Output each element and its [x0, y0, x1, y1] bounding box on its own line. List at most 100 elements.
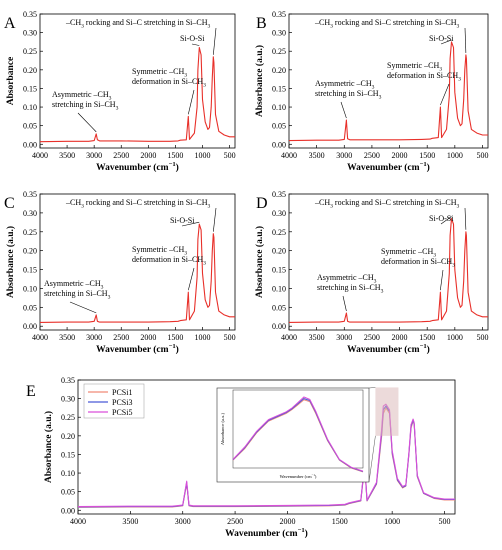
x-tick-label: 1500	[167, 151, 183, 160]
x-tick-label: 500	[476, 151, 488, 160]
annotation-arrow	[342, 295, 347, 312]
y-tick-label: 0.00	[23, 140, 37, 149]
annotation-label: stretching in Si–CH3​	[317, 283, 384, 294]
y-tick-label: 0.00	[23, 322, 37, 331]
y-tick-label: 0.25	[23, 228, 37, 237]
x-tick-label: 2000	[392, 333, 408, 342]
x-tick-label: 3000	[175, 517, 191, 526]
y-tick-label: 0.20	[23, 66, 37, 75]
annotation-arrow	[440, 83, 450, 106]
y-tick-label: 0.30	[272, 209, 286, 218]
x-tick-label: 1500	[167, 333, 183, 342]
y-axis-label: Absorbance (a.u.)	[254, 45, 265, 117]
x-tick-label: 1000	[447, 333, 463, 342]
y-tick-label: 0.25	[23, 47, 37, 56]
annotation-label: Symmetric –CH3​	[381, 247, 436, 258]
x-tick-label: 1000	[195, 333, 211, 342]
annotation-label: Si-O-Si	[429, 214, 454, 223]
x-tick-label: 1000	[447, 151, 463, 160]
y-tick-label: 0.30	[272, 29, 286, 38]
inset-series-line	[232, 396, 364, 472]
annotation-label: stretching in Si–CH3​	[52, 100, 119, 111]
y-tick-label: 0.30	[61, 395, 75, 404]
panel-letter: B	[256, 15, 267, 32]
y-tick-label: 0.35	[61, 376, 75, 385]
y-axis-label: Absorbance	[6, 57, 16, 106]
y-tick-label: 0.10	[272, 284, 286, 293]
y-tick-label: 0.10	[61, 469, 75, 478]
y-tick-label: 0.35	[272, 190, 286, 199]
zoom-region	[375, 387, 399, 436]
y-tick-label: 0.10	[23, 284, 37, 293]
inset-x-label: Wavenumber (cm−1​)	[280, 473, 317, 479]
annotation-label: deformation in Si–CH3​	[132, 255, 206, 266]
annotation-label: Si-O-Si	[429, 34, 454, 43]
x-tick-label: 4000	[281, 333, 297, 342]
annotation-label: –CH3​ rocking and Si–C stretching in Si–…	[314, 18, 459, 29]
annotation-arrow	[181, 221, 200, 227]
x-tick-label: 1500	[332, 517, 348, 526]
plot-frame	[39, 193, 236, 331]
annotation-arrow	[440, 39, 452, 45]
x-tick-label: 3500	[122, 517, 138, 526]
panel-c: C 4000 3500 3000 2500 2000 1500 1000 500 0.00 0.05…	[4, 190, 236, 355]
annotation-label: Asymmetric –CH3​	[315, 79, 375, 90]
annotation-arrow	[340, 101, 347, 119]
plot-frame	[39, 13, 236, 149]
series-line-spectrum	[39, 46, 235, 143]
annotation-arrow	[213, 207, 217, 232]
annotation-label: Asymmetric –CH3​	[44, 279, 104, 290]
annotation-arrow	[188, 89, 195, 115]
y-tick-label: 0.35	[23, 10, 37, 19]
x-axis-label: Wavenumber (cm−1​)	[96, 161, 179, 173]
x-tick-label: 2500	[227, 517, 243, 526]
annotation-arrow	[464, 27, 467, 53]
y-tick-label: 0.05	[272, 303, 286, 312]
y-tick-label: 0.35	[272, 10, 286, 19]
annotation-arrow	[464, 207, 467, 230]
annotation-label: stretching in Si–CH3​	[44, 289, 111, 300]
annotation-label: –CH3​ rocking and Si–C stretching in Si–…	[65, 18, 210, 29]
y-tick-label: 0.05	[61, 488, 75, 497]
inset-connector	[368, 387, 376, 389]
annotation-label: Symmetric –CH3​	[132, 67, 187, 78]
y-tick-label: 0.00	[272, 140, 286, 149]
y-tick-label: 0.20	[61, 432, 75, 441]
y-tick-label: 0.10	[272, 103, 286, 112]
annotation-label: deformation in Si–CH3​	[387, 71, 461, 82]
x-axis-label: Wavenumber (cm−1​)	[347, 343, 430, 355]
annotation-label: deformation in Si–CH3​	[132, 77, 206, 88]
y-tick-label: 0.15	[272, 84, 286, 93]
series-line-spectrum	[288, 218, 488, 323]
y-tick-label: 0.00	[272, 322, 286, 331]
x-tick-label: 1500	[419, 151, 435, 160]
y-tick-label: 0.15	[272, 266, 286, 275]
panel-d: D 4000 3500 3000 2500 2000 1500 1000 500 0.00 0.05…	[254, 190, 488, 355]
plot-frame	[288, 13, 489, 149]
annotation-label: deformation in Si–CH3​	[381, 257, 455, 268]
annotation-label: Si-O-Si	[170, 216, 195, 225]
y-tick-label: 0.30	[23, 29, 37, 38]
annotation-label: –CH3​ rocking and Si–C stretching in Si–…	[314, 198, 459, 209]
y-tick-label: 0.20	[272, 247, 286, 256]
x-axis-label: Wavenumber (cm−1​)	[96, 343, 179, 355]
y-tick-label: 0.25	[272, 47, 286, 56]
annotation-label: Asymmetric –CH3​	[317, 273, 377, 284]
y-tick-label: 0.20	[272, 66, 286, 75]
annotation-arrow	[69, 301, 97, 314]
x-tick-label: 1000	[195, 151, 211, 160]
panel-letter: A	[4, 15, 16, 32]
plot-frame	[77, 379, 456, 515]
y-tick-label: 0.15	[61, 450, 75, 459]
x-tick-label: 500	[439, 517, 451, 526]
legend-label: PCSi1	[112, 388, 132, 397]
plot-frame	[288, 193, 489, 331]
x-axis-label: Wavenumber (cm−1​)	[225, 527, 308, 539]
y-tick-label: 0.05	[23, 122, 37, 131]
x-tick-label: 4000	[32, 333, 48, 342]
panel-letter: D	[256, 195, 268, 212]
annotation-arrow	[440, 269, 444, 291]
x-tick-label: 2000	[392, 151, 408, 160]
y-tick-label: 0.00	[61, 506, 75, 515]
x-tick-label: 1500	[419, 333, 435, 342]
